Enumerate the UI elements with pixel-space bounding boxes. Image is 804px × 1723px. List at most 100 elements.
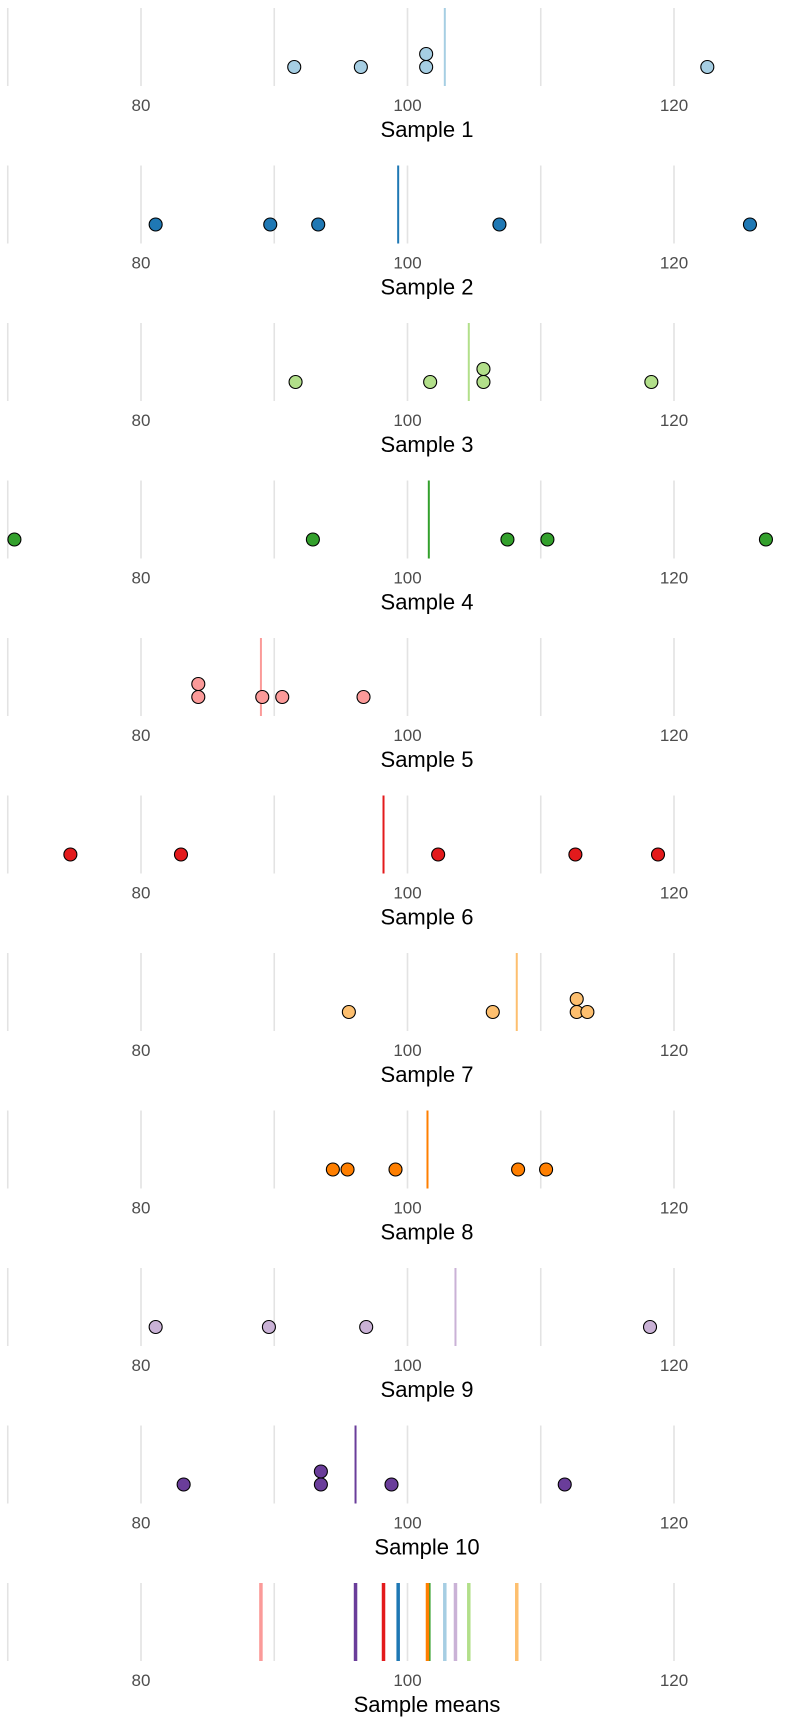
data-point — [492, 217, 507, 232]
data-point — [644, 374, 659, 390]
panel-title: Sample 9 — [381, 1377, 474, 1402]
x-tick-label: 100 — [393, 1356, 421, 1375]
x-tick-label: 120 — [660, 1199, 688, 1218]
data-point — [313, 1477, 328, 1492]
panel-title: Sample 4 — [381, 590, 474, 615]
data-point — [511, 1162, 526, 1177]
x-tick-label: 80 — [132, 884, 151, 903]
data-point — [650, 847, 666, 862]
data-point — [353, 59, 368, 75]
x-tick-label: 100 — [393, 884, 421, 903]
panel-sample-means: 80 100 120 Sample means — [6, 1583, 688, 1717]
x-tick-label: 80 — [132, 1671, 151, 1690]
data-point — [700, 59, 715, 75]
data-point — [173, 847, 189, 862]
data-point — [431, 847, 446, 862]
data-point — [384, 1477, 399, 1492]
panel-title: Sample 5 — [381, 747, 474, 772]
x-tick-label: 100 — [393, 569, 421, 588]
x-tick-label: 80 — [132, 411, 151, 430]
data-point — [176, 1477, 191, 1492]
data-point — [313, 1464, 328, 1479]
x-tick-label: 100 — [393, 96, 421, 115]
x-tick-label: 120 — [660, 1671, 688, 1690]
data-point — [191, 689, 206, 705]
panel-sample-10: 80 100 120 Sample 10 — [6, 1425, 688, 1560]
data-point — [540, 532, 555, 547]
x-tick-label: 120 — [660, 726, 688, 745]
panel-sample-1: 80 100 120 Sample 1 — [6, 8, 715, 142]
panel-title: Sample 3 — [381, 432, 474, 457]
data-point — [305, 532, 320, 547]
data-point — [63, 847, 78, 862]
panel-sample-6: 80 100 120 Sample 6 — [6, 795, 688, 930]
panel-title: Sample 6 — [381, 905, 474, 930]
data-point — [287, 59, 302, 75]
x-tick-label: 120 — [660, 96, 688, 115]
x-tick-label: 120 — [660, 1041, 688, 1060]
data-point — [275, 689, 290, 705]
data-point — [255, 689, 270, 705]
x-tick-label: 120 — [660, 884, 688, 903]
panel-title: Sample 8 — [381, 1220, 474, 1245]
data-point — [539, 1162, 554, 1177]
data-point — [311, 217, 326, 232]
data-point — [288, 374, 303, 390]
x-tick-label: 80 — [132, 254, 151, 273]
x-tick-label: 80 — [132, 1199, 151, 1218]
x-tick-label: 120 — [660, 1356, 688, 1375]
data-point — [356, 689, 371, 705]
data-point — [642, 1319, 658, 1335]
data-point — [569, 991, 584, 1007]
x-tick-label: 120 — [660, 569, 688, 588]
panel-sample-4: 80 100 120 Sample 4 — [6, 480, 773, 615]
data-point — [485, 1004, 500, 1020]
panel-title: Sample means — [354, 1692, 501, 1717]
x-tick-label: 80 — [132, 1041, 151, 1060]
data-point — [758, 532, 773, 547]
data-point — [340, 1162, 355, 1177]
panel-sample-5: 80 100 120 Sample 5 — [6, 638, 688, 772]
data-point — [148, 217, 163, 232]
x-tick-label: 100 — [393, 254, 421, 273]
data-point — [325, 1162, 340, 1177]
x-tick-label: 100 — [393, 1514, 421, 1533]
data-point — [419, 59, 434, 75]
panel-title: Sample 10 — [374, 1535, 479, 1560]
x-tick-label: 80 — [132, 1356, 151, 1375]
x-tick-label: 100 — [393, 1041, 421, 1060]
x-tick-label: 80 — [132, 726, 151, 745]
data-point — [419, 46, 434, 62]
x-tick-label: 80 — [132, 569, 151, 588]
x-tick-label: 100 — [393, 1671, 421, 1690]
data-point — [7, 532, 22, 547]
x-tick-label: 120 — [660, 254, 688, 273]
x-tick-label: 100 — [393, 411, 421, 430]
panel-title: Sample 2 — [381, 275, 474, 300]
panel-title: Sample 7 — [381, 1062, 474, 1087]
data-point — [359, 1319, 374, 1335]
panel-title: Sample 1 — [381, 117, 474, 142]
data-point — [423, 374, 438, 390]
data-point — [742, 217, 758, 232]
data-point — [261, 1319, 276, 1335]
data-point — [388, 1162, 403, 1177]
data-point — [476, 374, 491, 390]
x-tick-label: 120 — [660, 411, 688, 430]
data-point — [580, 1004, 595, 1020]
panel-sample-3: 80 100 120 Sample 3 — [6, 323, 688, 457]
x-tick-label: 120 — [660, 1514, 688, 1533]
data-point — [148, 1319, 163, 1335]
x-tick-label: 80 — [132, 96, 151, 115]
panel-sample-9: 80 100 120 Sample 9 — [6, 1268, 688, 1402]
x-tick-label: 80 — [132, 1514, 151, 1533]
data-point — [568, 847, 583, 862]
x-tick-label: 100 — [393, 1199, 421, 1218]
data-point — [263, 217, 278, 232]
data-point — [557, 1477, 572, 1492]
data-point — [476, 361, 491, 377]
panel-sample-7: 80 100 120 Sample 7 — [6, 953, 688, 1087]
data-point — [191, 676, 206, 692]
data-point — [341, 1004, 356, 1020]
